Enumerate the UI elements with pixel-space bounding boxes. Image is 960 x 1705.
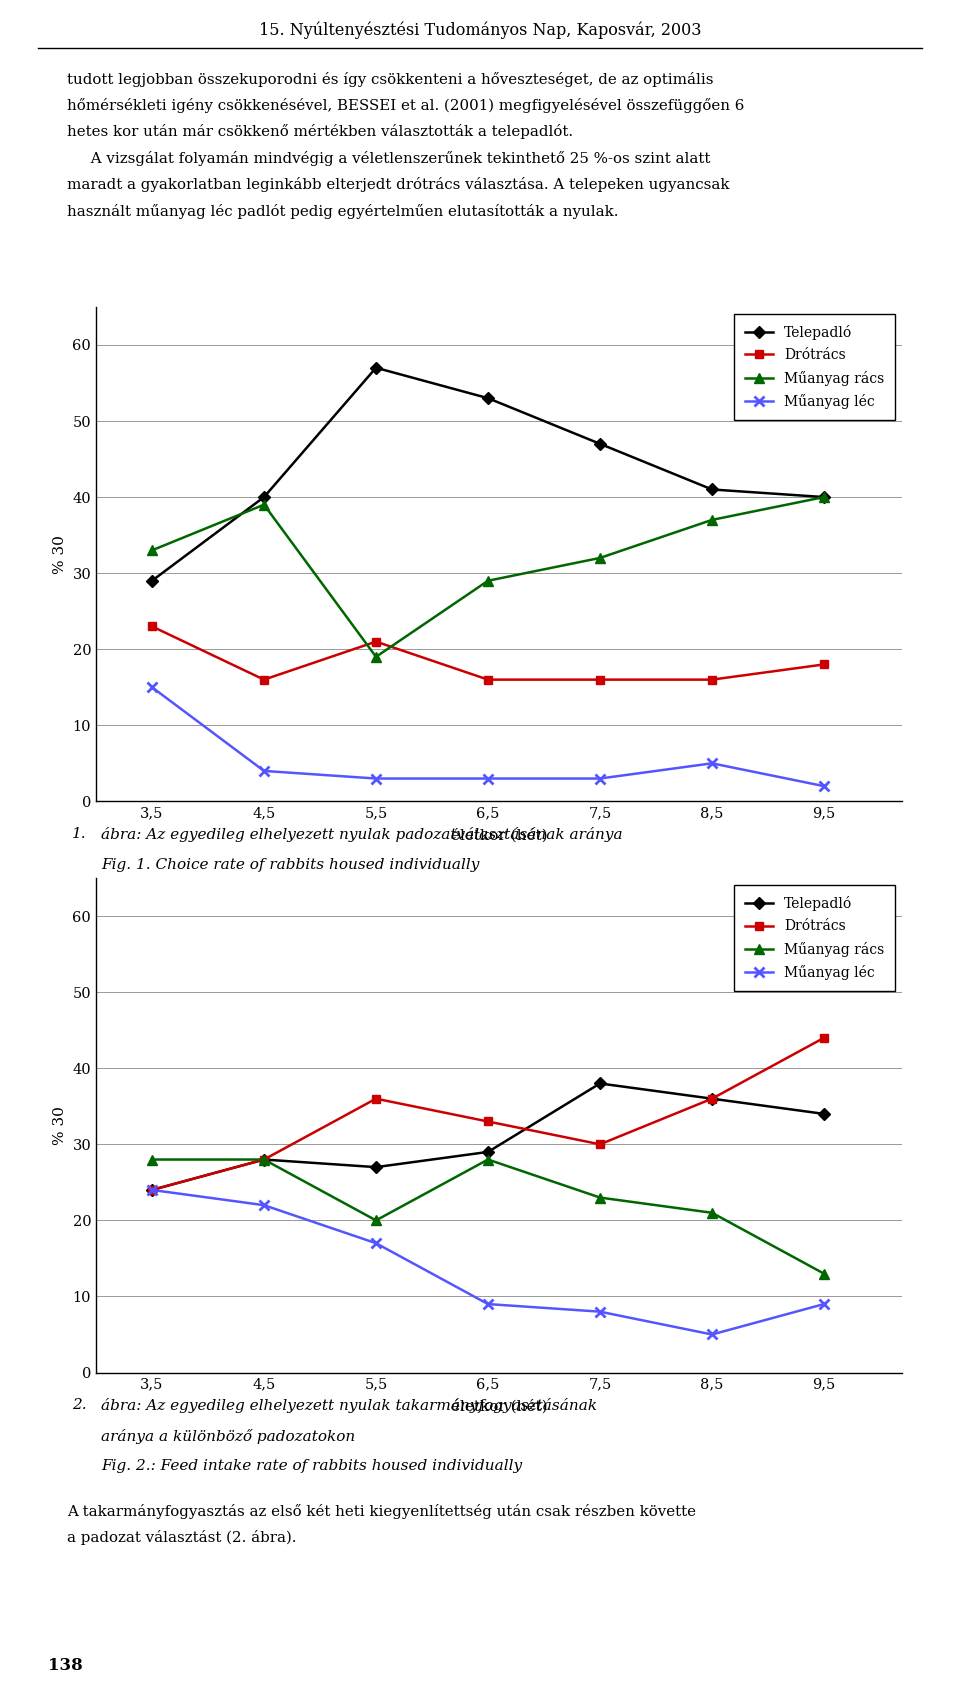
Text: ábra: Az egyedileg elhelyezett nyulak padozatválasztásának aránya: ábra: Az egyedileg elhelyezett nyulak pa…: [101, 827, 622, 842]
Text: 138: 138: [48, 1657, 83, 1674]
Text: Fig. 1. Choice rate of rabbits housed individually: Fig. 1. Choice rate of rabbits housed in…: [101, 858, 479, 871]
Text: tudott legjobban összekuporodni és így csökkenteni a hőveszteséget, de az optimá: tudott legjobban összekuporodni és így c…: [67, 72, 713, 87]
Text: a padozat választást (2. ábra).: a padozat választást (2. ábra).: [67, 1531, 297, 1545]
Legend: Telepadló, Drótrács, Műanyag rács, Műanyag léc: Telepadló, Drótrács, Műanyag rács, Műany…: [734, 885, 896, 991]
Text: hőmérsékleti igény csökkenésével, BESSEI et al. (2001) megfigyelésével összefügg: hőmérsékleti igény csökkenésével, BESSEI…: [67, 97, 745, 113]
Text: 2.: 2.: [72, 1398, 86, 1412]
Text: ábra: Az egyedileg elhelyezett nyulak takarmányfogyasztásának: ábra: Az egyedileg elhelyezett nyulak ta…: [101, 1398, 597, 1413]
Text: A vizsgálat folyamán mindvégig a véletlenszerűnek tekinthető 25 %-os szint alatt: A vizsgálat folyamán mindvégig a véletle…: [67, 150, 710, 165]
Text: Fig. 2.: Feed intake rate of rabbits housed individually: Fig. 2.: Feed intake rate of rabbits hou…: [101, 1459, 522, 1473]
Text: 1.: 1.: [72, 827, 86, 841]
Text: 15. Nyúltenyésztési Tudományos Nap, Kaposvár, 2003: 15. Nyúltenyésztési Tudományos Nap, Kapo…: [259, 20, 701, 39]
X-axis label: életkor (hét): életkor (hét): [451, 1400, 547, 1413]
Text: használt műanyag léc padlót pedig egyértelműen elutasították a nyulak.: használt műanyag léc padlót pedig egyért…: [67, 205, 618, 218]
Legend: Telepadló, Drótrács, Műanyag rács, Műanyag léc: Telepadló, Drótrács, Műanyag rács, Műany…: [734, 314, 896, 419]
Text: hetes kor után már csökkenő mértékben választották a telepadlót.: hetes kor után már csökkenő mértékben vá…: [67, 124, 573, 140]
Text: maradt a gyakorlatban leginkább elterjedt drótrács választása. A telepeken ugyan: maradt a gyakorlatban leginkább elterjed…: [67, 177, 730, 193]
Text: aránya a különböző padozatokon: aránya a különböző padozatokon: [101, 1429, 355, 1444]
Y-axis label: % 30: % 30: [53, 535, 67, 573]
Y-axis label: % 30: % 30: [53, 1107, 67, 1144]
X-axis label: életkor (hét): életkor (hét): [451, 829, 547, 842]
Text: A takarmányfogyasztás az első két heti kiegyenlítettség után csak részben követt: A takarmányfogyasztás az első két heti k…: [67, 1504, 696, 1519]
